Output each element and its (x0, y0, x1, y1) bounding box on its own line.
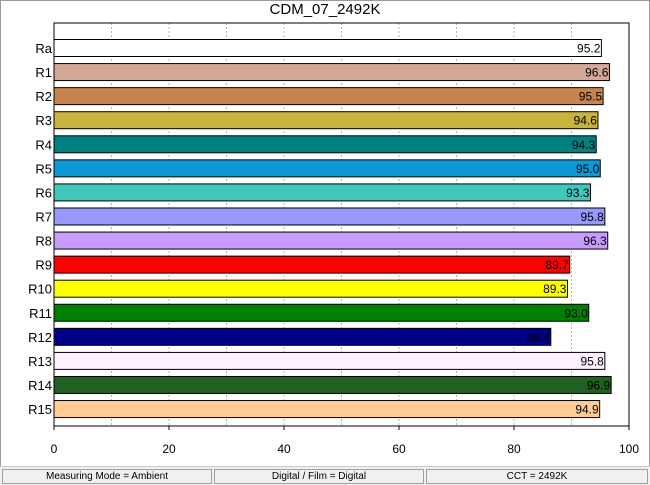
category-label: R2 (35, 89, 52, 104)
category-label: R3 (35, 113, 52, 128)
category-label: R13 (28, 354, 52, 369)
bar-value-label: 95.8 (580, 210, 604, 224)
bar-value-label: 95.0 (576, 162, 600, 176)
status-measuring-mode: Measuring Mode = Ambient (2, 469, 212, 484)
x-tick-label: 100 (619, 442, 639, 456)
category-label: R7 (35, 209, 52, 224)
x-tick-label: 0 (51, 442, 58, 456)
bar-value-label: 95.5 (579, 90, 603, 104)
bar-r15 (53, 400, 601, 419)
bar-r6 (53, 183, 591, 202)
bar-ra (53, 39, 602, 57)
category-label: R6 (35, 185, 52, 200)
bar-value-label: 94.6 (574, 114, 598, 128)
bar-value-label: 95.2 (577, 42, 601, 56)
bar-value-label: 93.3 (566, 186, 590, 200)
category-label: R8 (35, 234, 52, 249)
bar-r8 (53, 231, 609, 250)
x-tick-label: 80 (507, 442, 521, 456)
bar-value-label: 96.3 (583, 234, 607, 248)
bar-r13 (53, 351, 606, 370)
bar-r12 (53, 327, 552, 346)
category-label: R12 (28, 330, 52, 345)
status-digital-film: Digital / Film = Digital (214, 469, 424, 484)
category-label: R9 (35, 258, 52, 273)
bar-r14 (53, 375, 612, 394)
bar-value-label: 89.7 (545, 258, 569, 272)
bar-value-label: 89.3 (543, 282, 567, 296)
bar-r9 (53, 255, 571, 274)
x-tick-label: 20 (162, 442, 176, 456)
bar-value-label: 96.6 (585, 66, 609, 80)
bar-r11 (53, 303, 590, 322)
category-label: R10 (28, 282, 52, 297)
category-label: R4 (35, 137, 52, 152)
x-tick-label: 40 (277, 442, 291, 456)
bar-r2 (53, 87, 604, 106)
category-label: R11 (29, 306, 52, 321)
bar-value-label: 96.9 (587, 378, 611, 392)
bar-r5 (53, 159, 601, 178)
bar-r3 (53, 111, 599, 130)
bar-value-label: 94.3 (572, 138, 596, 152)
bar-r1 (53, 63, 610, 82)
bar-r7 (53, 207, 606, 226)
category-label: R15 (28, 402, 52, 417)
bar-value-label: 95.8 (580, 354, 604, 368)
bar-r4 (53, 135, 597, 154)
chart-title: CDM_07_2492K (269, 1, 381, 18)
x-tick-label: 60 (392, 442, 406, 456)
status-cct: CCT = 2492K (426, 469, 648, 484)
bar-r10 (53, 279, 568, 298)
category-label: R5 (35, 161, 52, 176)
bar-value-label: 94.9 (575, 403, 599, 417)
bar-value-label: 86.4 (526, 330, 550, 344)
category-label: R1 (35, 65, 52, 80)
category-label: R14 (28, 378, 52, 393)
category-label: Ra (35, 41, 52, 56)
bar-value-label: 93.0 (564, 306, 588, 320)
status-bar: Measuring Mode = Ambient Digital / Film … (0, 466, 650, 485)
bar-chart: 95.2 Ra 96.6 R1 95.5 R2 94.6 R3 94.3 R4 95.0 R5 93.3… (28, 22, 639, 456)
